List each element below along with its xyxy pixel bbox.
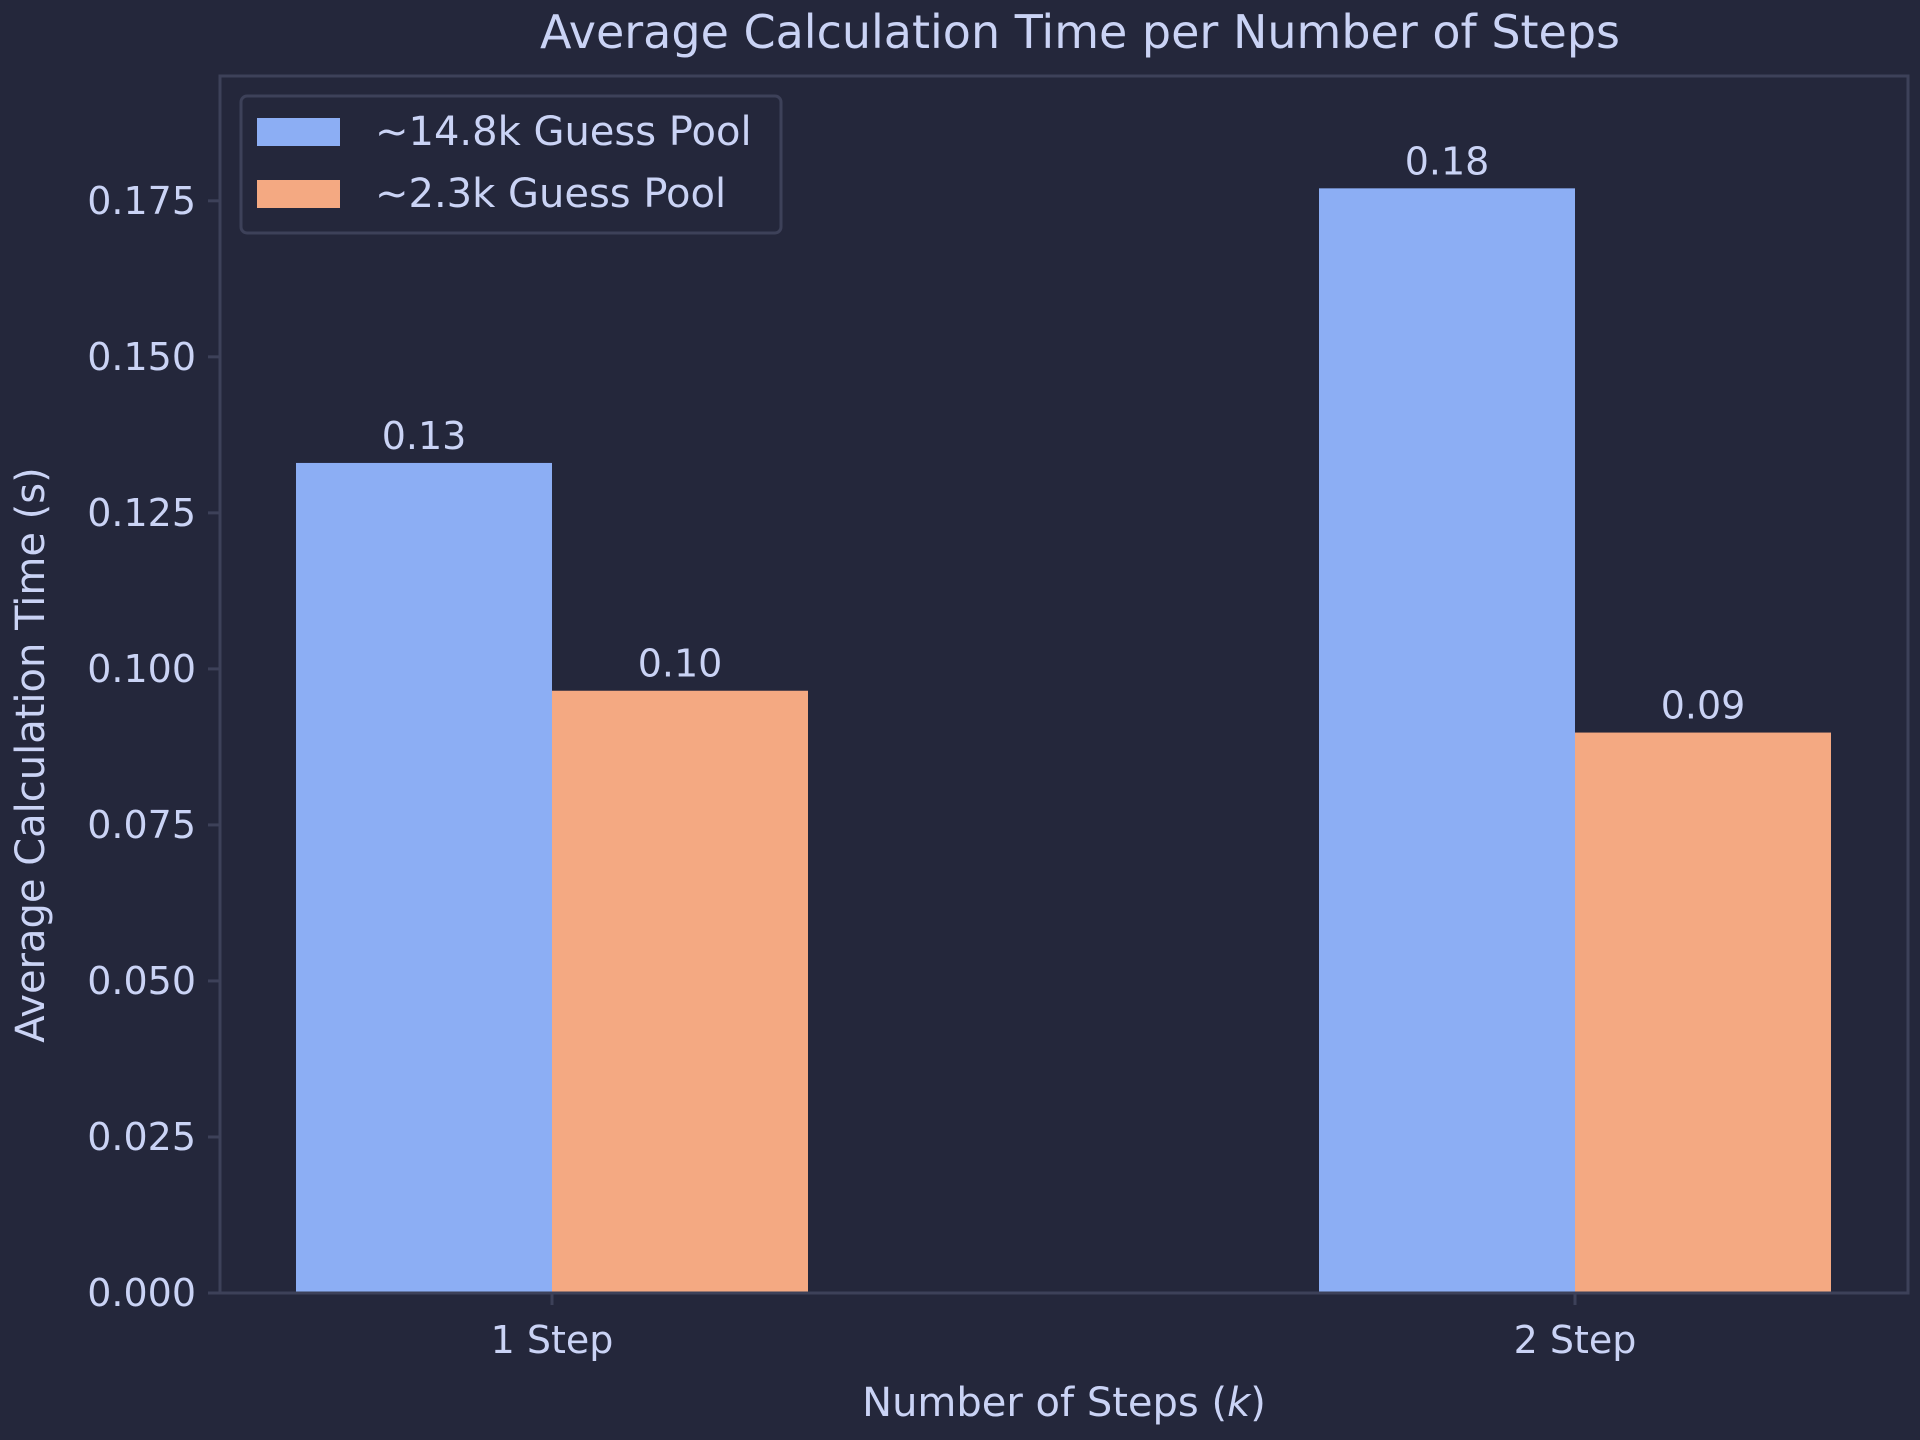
x-axis-label-variable: k	[1227, 1380, 1252, 1426]
y-tick-label: 0.050	[87, 959, 196, 1003]
legend: ~14.8k Guess Pool ~2.3k Guess Pool	[239, 94, 783, 235]
x-axis-label-prefix: Number of Steps (	[862, 1380, 1227, 1426]
y-tick-label: 0.175	[87, 179, 196, 223]
legend-items: ~14.8k Guess Pool ~2.3k Guess Pool	[257, 109, 752, 217]
bars-layer	[296, 188, 1831, 1293]
y-axis-label: Average Calculation Time (s)	[8, 467, 54, 1043]
bar-1-1	[296, 462, 552, 1293]
legend-label: ~2.3k Guess Pool	[375, 171, 726, 217]
y-tick-label: 0.075	[87, 803, 196, 847]
legend-box	[239, 94, 783, 235]
x-axis-label-suffix: )	[1250, 1380, 1266, 1426]
data-label: 0.09	[1661, 684, 1746, 728]
bar-2-2	[1575, 732, 1831, 1293]
data-label: 0.13	[382, 414, 467, 458]
y-tick-label: 0.025	[87, 1115, 196, 1159]
data-label: 0.10	[638, 642, 723, 686]
legend-label: ~14.8k Guess Pool	[375, 109, 752, 155]
x-tick-label: 1 Step	[491, 1318, 614, 1362]
data-labels-layer: 0.13 0.18 0.10 0.09	[382, 139, 1746, 727]
legend-swatch	[257, 180, 340, 208]
y-axis: 0.000 0.025 0.050 0.075 0.100 0.125 0.150 0.175	[87, 179, 220, 1315]
bar-1-2	[1319, 188, 1575, 1293]
y-tick-label: 0.000	[87, 1271, 196, 1315]
legend-swatch	[257, 118, 340, 146]
bar-2-1	[552, 690, 808, 1293]
data-label: 0.18	[1405, 139, 1490, 183]
plot-frame	[218, 74, 1910, 1295]
chart-title: Average Calculation Time per Number of S…	[540, 5, 1620, 59]
x-tick-label: 2 Step	[1514, 1318, 1637, 1362]
x-axis: 1 Step 2 Step	[491, 1293, 1637, 1362]
y-tick-label: 0.150	[87, 335, 196, 379]
y-tick-label: 0.125	[87, 491, 196, 535]
x-axis-label: Number of Steps (k)	[862, 1380, 1266, 1426]
y-tick-label: 0.100	[87, 647, 196, 691]
